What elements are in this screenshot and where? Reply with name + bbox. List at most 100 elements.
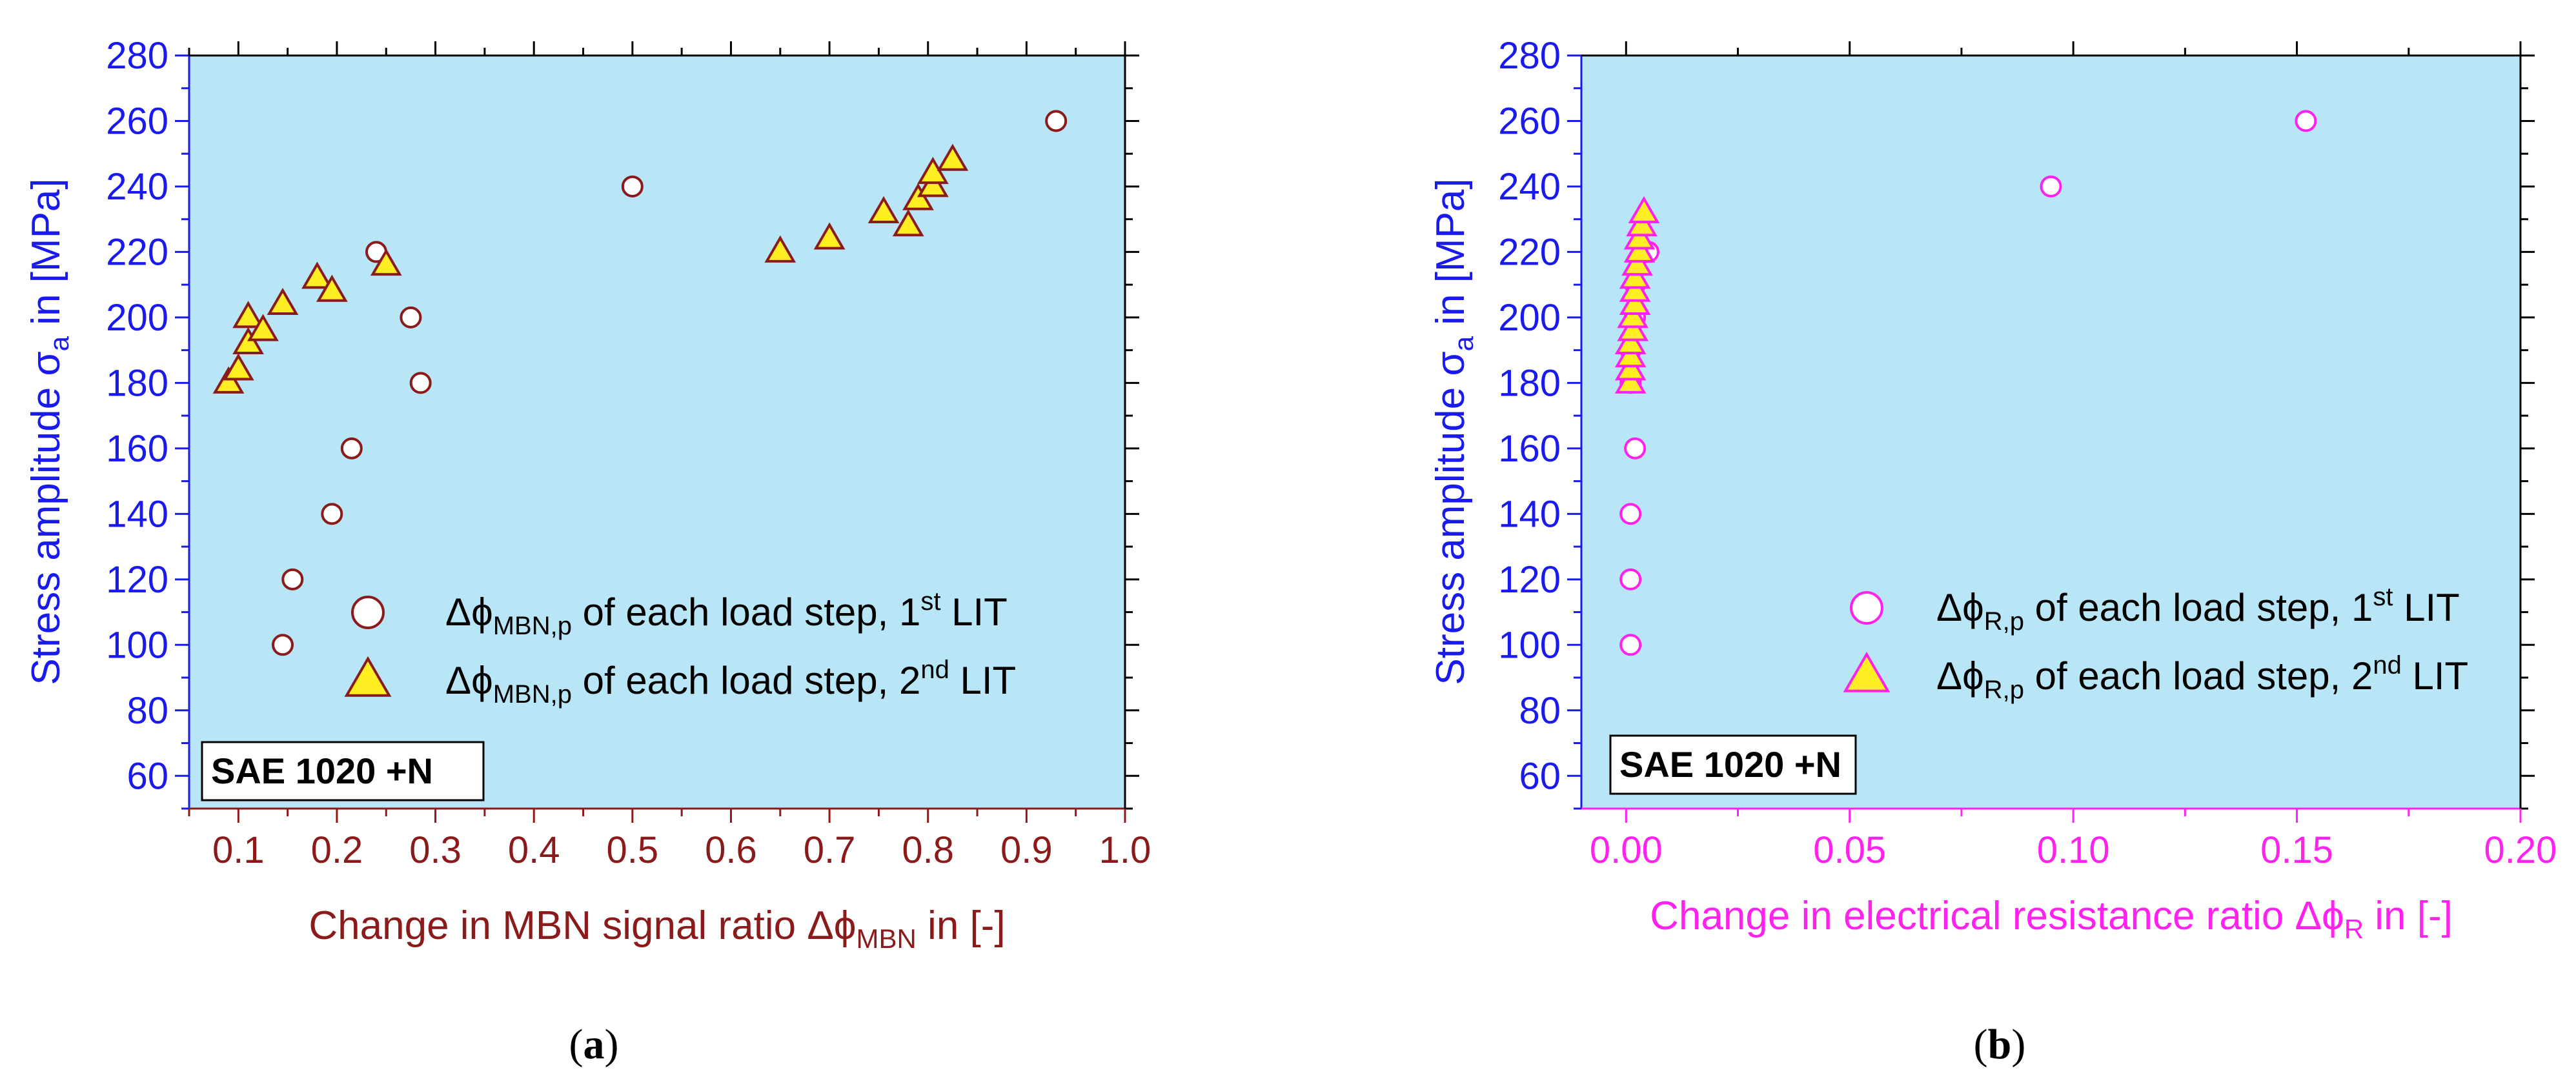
y-tick-label: 260 [106, 100, 168, 142]
x-tick-label: 0.4 [508, 829, 560, 871]
y-tick-label: 260 [1498, 100, 1561, 142]
x-tick-label: 0.00 [1590, 829, 1663, 871]
y-tick-label: 100 [1498, 624, 1561, 666]
data-point-triangle [1614, 366, 1647, 394]
data-point-triangle [867, 196, 900, 223]
panel-label: (b) [1974, 1021, 2026, 1068]
data-point-triangle [917, 170, 949, 197]
y-tick-label: 160 [106, 428, 168, 470]
legend-circle-icon [1850, 591, 1883, 625]
material-label: SAE 1020 +N [211, 751, 433, 791]
data-point-triangle [902, 183, 934, 210]
y-tick-label: 240 [106, 166, 168, 208]
data-point-circle [1045, 110, 1068, 132]
legend-entry: ΔϕR,p of each load step, 2nd LIT [1936, 651, 2468, 704]
data-point-triangle [267, 287, 299, 316]
y-tick-label: 140 [106, 493, 168, 535]
data-point-triangle [1626, 209, 1658, 237]
data-point-triangle [1619, 274, 1651, 302]
material-label-box [1609, 734, 1857, 795]
material-label: SAE 1020 +N [1619, 744, 1841, 785]
chart-panel-a: 60 80 100 120 140 160 180 200 220 240 260 280 0.1 0.2… [24, 35, 1151, 1068]
data-point-circle [2295, 110, 2317, 132]
x-tick-label: 0.1 [212, 829, 265, 871]
x-tick-label: 0.15 [2260, 829, 2333, 871]
y-tick-label: 280 [1498, 35, 1561, 77]
y-tick-label: 60 [1519, 755, 1561, 797]
data-point-triangle [232, 301, 264, 328]
data-point-circle [321, 503, 343, 525]
data-point-triangle [1614, 327, 1647, 354]
x-tick-label: 0.5 [607, 829, 659, 871]
x-tick-label: 0.2 [311, 829, 363, 871]
data-point-triangle [813, 222, 846, 250]
data-point-triangle [370, 248, 402, 276]
data-point-triangle [1619, 261, 1651, 289]
y-tick-label: 220 [106, 231, 168, 273]
data-point-circle [272, 634, 294, 656]
material-label-box [201, 741, 485, 801]
data-point-triangle [1617, 301, 1649, 328]
x-tick-label: 0.6 [705, 829, 757, 871]
y-tick-label: 60 [127, 755, 168, 797]
legend-entry: ΔϕMBN,p of each load step, 1st LIT [445, 587, 1008, 640]
x-tick-label: 0.05 [1813, 829, 1886, 871]
data-point-circle [1619, 503, 1642, 525]
data-point-circle [1619, 568, 1642, 590]
data-point-triangle [937, 143, 969, 171]
y-tick-label: 100 [106, 624, 168, 666]
data-point-triangle [1623, 222, 1656, 250]
y-tick-label: 220 [1498, 231, 1561, 273]
data-point-circle [621, 175, 644, 197]
data-point-circle [1619, 634, 1642, 656]
y-tick-label: 80 [1519, 690, 1561, 732]
data-point-circle [400, 306, 422, 328]
data-point-triangle [301, 261, 333, 289]
plot-area [189, 55, 1125, 809]
x-tick-label: 0.20 [2484, 829, 2557, 871]
y-tick-label: 200 [1498, 297, 1561, 339]
data-point-circle [2040, 175, 2062, 197]
data-point-circle [340, 437, 363, 459]
x-tick-label: 1.0 [1099, 829, 1151, 871]
x-tick-label: 0.7 [804, 829, 856, 871]
data-point-triangle [892, 209, 924, 237]
x-tick-label: 0.10 [2037, 829, 2110, 871]
y-tick-label: 200 [106, 297, 168, 339]
data-point-triangle [316, 274, 348, 302]
legend-entry: ΔϕMBN,p of each load step, 2nd LIT [445, 656, 1016, 709]
data-point-circle [409, 372, 432, 394]
data-point-triangle [232, 327, 264, 354]
data-point-triangle [1614, 353, 1647, 381]
y-tick-label: 120 [106, 559, 168, 601]
data-point-triangle [1621, 248, 1653, 276]
data-point-triangle [1619, 287, 1651, 316]
y-tick-label: 80 [127, 690, 168, 732]
y-axis-label: Stress amplitude σa in [MPa] [24, 178, 74, 685]
x-tick-label: 0.3 [409, 829, 461, 871]
legend-triangle-icon [1843, 651, 1891, 692]
legend-entry: ΔϕR,p of each load step, 1st LIT [1936, 583, 2460, 636]
data-point-triangle [247, 314, 279, 341]
y-tick-label: 160 [1498, 428, 1561, 470]
y-tick-label: 180 [106, 362, 168, 404]
x-axis-label: Change in electrical resistance ratio Δϕ… [1650, 894, 2453, 944]
y-tick-label: 240 [1498, 166, 1561, 208]
y-tick-label: 280 [106, 35, 168, 77]
data-point-triangle [1617, 314, 1649, 341]
legend-circle-icon [351, 596, 385, 629]
legend-triangle-icon [344, 656, 392, 697]
data-point-triangle [1628, 196, 1660, 223]
data-point-circle [281, 568, 304, 590]
panel-label: (a) [569, 1021, 619, 1068]
data-point-triangle [212, 366, 245, 394]
chart-panel-b: 60 80 100 120 140 160 180 200 220 240 260 280 0.00 0.… [1428, 35, 2557, 1068]
y-axis-label: Stress amplitude σa in [MPa] [1428, 178, 1479, 685]
data-point-triangle [1623, 235, 1656, 263]
x-axis-label: Change in MBN signal ratio ΔϕMBN in [-] [309, 903, 1005, 954]
y-tick-label: 120 [1498, 559, 1561, 601]
data-point-circle [1624, 437, 1647, 459]
x-tick-label: 0.8 [902, 829, 954, 871]
data-point-triangle [917, 157, 949, 185]
